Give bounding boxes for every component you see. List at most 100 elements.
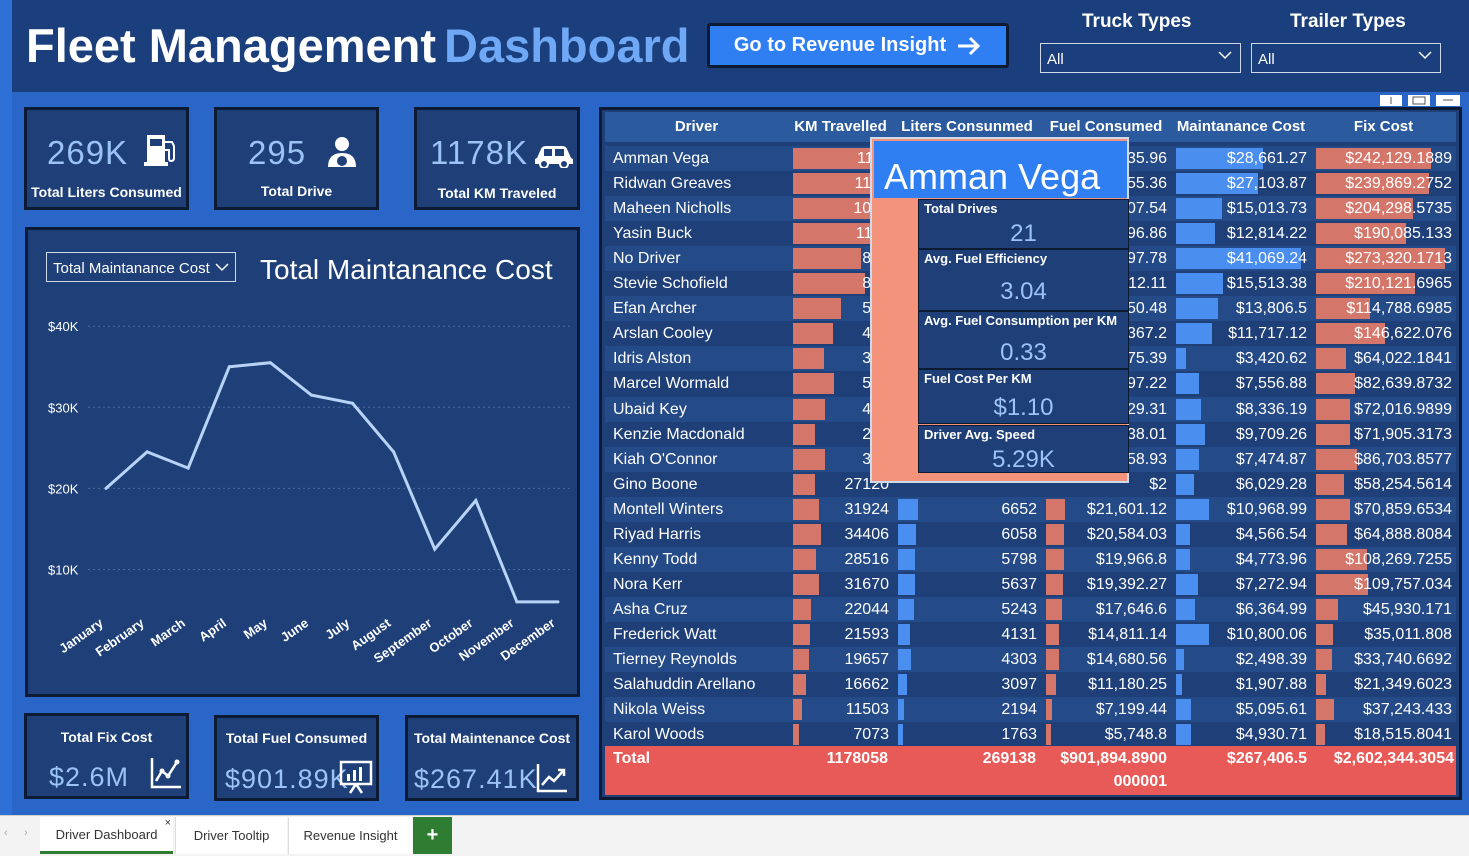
col-driver[interactable]: Driver [674,118,719,135]
driver-name: Karol Woods [613,726,705,744]
driver-name: Kenzie Macdonald [613,425,745,443]
driver-name: Salahuddin Arellano [613,676,756,694]
fuel-bar [1046,649,1059,670]
fix-cell: $71,905.3173 [1354,425,1452,443]
line-chart-icon [150,758,181,789]
data-point[interactable] [186,466,190,470]
data-point[interactable] [227,365,231,369]
series-line[interactable] [105,361,558,604]
fix-cell: $242,129.1889 [1345,150,1452,167]
scroll-left-icon[interactable]: ‹ [4,827,8,839]
chart-title: Total Maintanance Cost [260,254,553,285]
data-point[interactable] [392,450,396,454]
km-bar [793,398,826,420]
data-point[interactable] [515,600,519,604]
liters-cell: 1763 [1001,726,1037,744]
fuel-bar [1046,523,1065,545]
table-row[interactable]: Karol Woods 7073 1763 $5,748.8 $4,930.71 $18,… [605,722,1456,748]
table-row[interactable]: Kenny Todd 28516 5798 $19,966.8 $4,773.96 $10… [605,546,1456,572]
truck-types-select[interactable]: All [1040,43,1241,73]
maint-bar [1176,148,1263,169]
close-icon[interactable]: × [164,817,171,829]
kpi-total-liters: 269K Total Liters Consumed [24,107,189,210]
data-point[interactable] [351,401,355,405]
fix-cell: $204,298.5735 [1345,200,1452,218]
fix-cell: $37,243.433 [1363,701,1452,719]
table-row[interactable]: Riyad Harris 34406 6058 $20,584.03 $4,566.54… [605,521,1456,547]
col-km[interactable]: KM Travelled [794,118,887,135]
trend-up-icon [536,764,567,793]
fix-cell: $82,639.8732 [1354,375,1452,393]
driver-name: Frederick Watt [613,625,717,643]
fix-cell: $210,121.6965 [1345,275,1452,293]
km-bar [793,173,886,195]
fix-cell: $190,085.133 [1354,225,1452,243]
maint-bar [1176,223,1215,245]
liters-cell: 4303 [1001,651,1037,668]
tab-revenue-insight[interactable]: Revenue Insight [288,817,412,854]
col-maintenance[interactable]: Maintanance Cost [1176,118,1306,135]
x-tick-label: June [278,615,311,645]
driver-name: Tierney Reynolds [613,651,737,668]
data-point[interactable] [145,450,149,454]
tab-driver-dashboard[interactable]: Driver Dashboard × [40,817,173,854]
total-maintenance: $267,406.5 [1226,750,1307,767]
fuel-bar [1046,498,1066,520]
driver-name: Nora Kerr [613,575,683,593]
col-fuel[interactable]: Fuel Consumed [1049,118,1163,135]
data-point[interactable] [556,600,560,604]
scroll-right-icon[interactable]: › [24,827,28,839]
fix-bar [1316,398,1351,420]
fuel-bar [1046,573,1064,595]
driver-name: Amman Vega [613,150,710,167]
km-bar [793,724,799,746]
fix-bar [1316,498,1350,520]
table-row[interactable]: Nikola Weiss 11503 2194 $7,199.44 $5,095.61 $… [605,697,1456,723]
col-liters[interactable]: Liters Consunmed [901,118,1033,135]
tab-driver-tooltip[interactable]: Driver Tooltip [175,817,287,854]
trailer-types-select[interactable]: All [1251,43,1441,73]
revenue-insight-label: Go to Revenue Insight [733,34,947,56]
km-cell: 11503 [845,701,889,719]
col-fix[interactable]: Fix Cost [1353,118,1414,135]
km-bar [793,699,803,721]
maint-cell: $7,556.88 [1235,375,1307,393]
fix-cell: $21,349.6023 [1354,676,1452,694]
page-title-accent: Dashboard [444,19,690,72]
fix-bar [1316,623,1333,645]
maint-bar [1176,548,1191,570]
trailer-types-label: Trailer Types [1290,11,1406,32]
data-point[interactable] [433,547,437,551]
fix-cell: $70,859.6534 [1354,500,1452,518]
driver-name: Kenny Todd [613,550,698,568]
table-row[interactable]: Tierney Reynolds 19657 4303 $14,680.56 $2,49… [605,647,1456,672]
table-row[interactable]: Montell Winters 31924 6652 $21,601.12 $10,96… [605,496,1456,522]
driver-name: Marcel Wormald [613,375,730,393]
table-row[interactable]: Frederick Watt 21593 4131 $14,811.14 $10,800… [605,621,1456,647]
data-point[interactable] [104,486,108,490]
maint-cell: $7,272.94 [1235,575,1307,593]
visual-header-icons[interactable] [1380,92,1462,106]
maint-bar [1176,573,1199,595]
data-point[interactable] [268,361,272,365]
liters-bar [898,674,908,696]
km-bar [793,273,866,295]
km-bar [793,573,819,595]
maint-cell: $28,661.27 [1226,150,1307,167]
revenue-insight-button[interactable]: Go to Revenue Insight [707,23,1009,68]
data-point[interactable] [309,393,313,397]
maint-bar [1176,674,1182,696]
km-bar [793,674,807,696]
add-page-button[interactable]: + [413,817,452,854]
kpi-value: $901.89K [225,764,349,794]
table-row[interactable]: Salahuddin Arellano 16662 3097 $11,180.25 $1… [605,672,1456,698]
maint-cell: $15,513.38 [1226,275,1307,293]
measure-selector[interactable]: Total Maintanance Cost [46,252,236,282]
driver-name: Ridwan Greaves [613,175,732,193]
table-row[interactable]: Asha Cruz 22044 5243 $17,646.6 $6,364.99 $45,… [605,596,1456,622]
fix-cell: $58,254.5614 [1354,475,1452,493]
y-tick-label: $30K [48,400,79,415]
liters-bar [898,573,915,595]
table-row[interactable]: Nora Kerr 31670 5637 $19,392.27 $7,272.94 $10… [605,571,1456,597]
data-point[interactable] [474,499,478,503]
